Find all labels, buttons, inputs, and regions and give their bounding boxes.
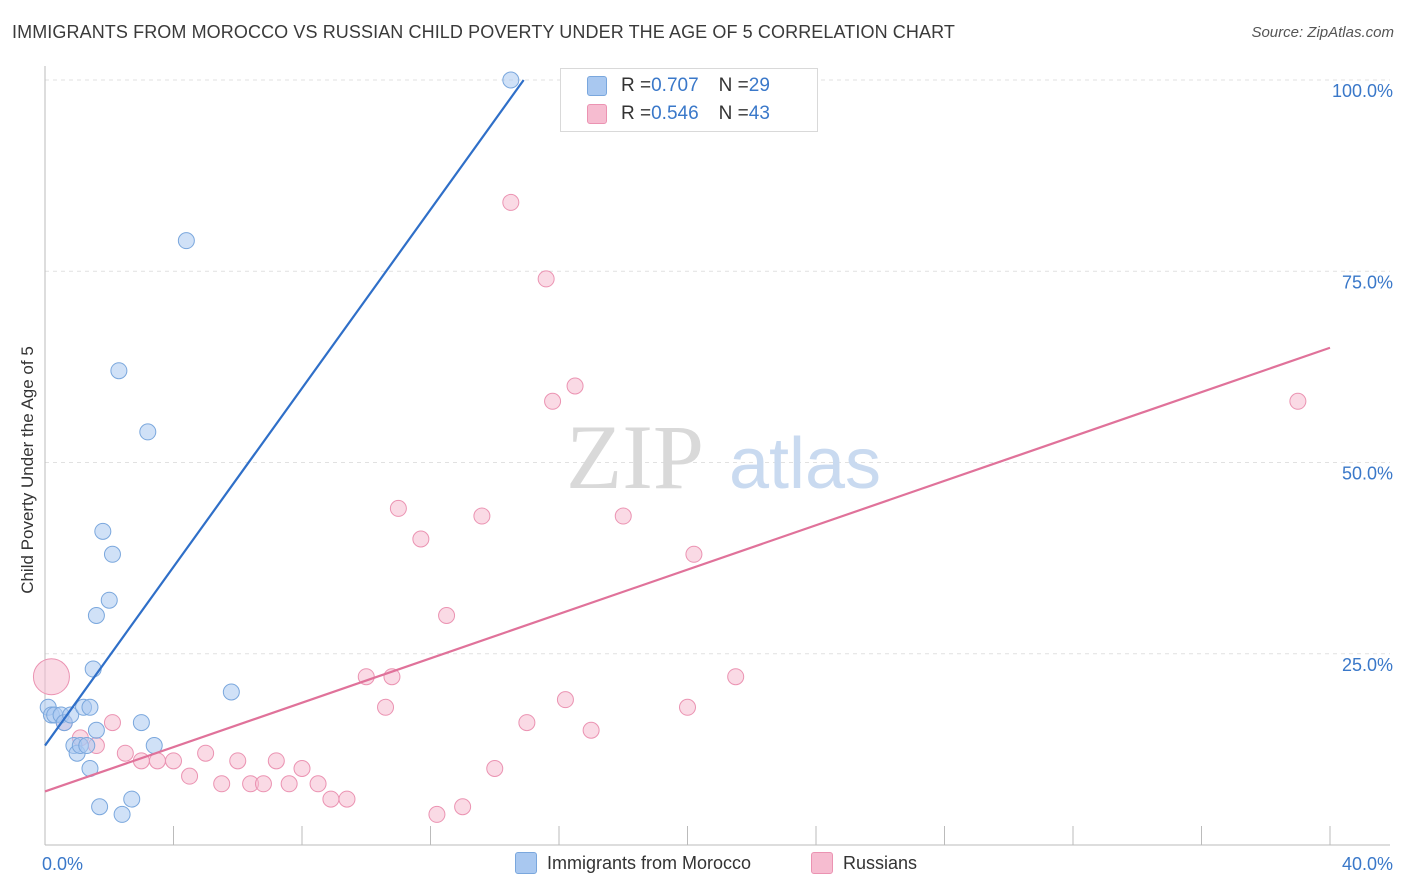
point-russians (614, 507, 632, 525)
watermark: ZIP atlas (566, 406, 881, 508)
legend-n-label: N = (718, 103, 749, 124)
legend-n-label: N = (718, 75, 749, 96)
source-label: Source: ZipAtlas.com (1251, 24, 1394, 41)
legend-row-russians: R = 0.546 N = 43 (587, 101, 770, 127)
point-morocco (123, 790, 141, 808)
point-russians (293, 760, 311, 777)
legend-r-value: 0.707 (651, 75, 699, 96)
watermark-atlas: atlas (729, 424, 881, 504)
x-tick-label: 40.0% (1342, 854, 1393, 874)
point-russians (537, 270, 555, 288)
grid (45, 79, 1390, 655)
legend-r-label: R = (621, 103, 652, 124)
point-morocco (139, 423, 157, 441)
point-morocco (100, 591, 118, 609)
point-russians (544, 392, 562, 410)
point-russians (181, 767, 199, 785)
legend-r-label: R = (621, 75, 652, 96)
point-russians (322, 790, 340, 808)
point-russians (566, 377, 584, 395)
y-axis-label: Child Poverty Under the Age of 5 (18, 346, 37, 594)
point-morocco (177, 232, 195, 250)
point-morocco (87, 721, 105, 739)
bottom-legend-swatch-russians (811, 852, 833, 874)
legend-n-value: 29 (748, 75, 770, 96)
point-russians (428, 805, 446, 823)
point-russians (582, 721, 600, 739)
legend-n-value: 43 (748, 103, 770, 124)
y-tick-label: 100.0% (1332, 81, 1393, 101)
point-morocco (502, 71, 520, 89)
data-points (32, 71, 1307, 823)
point-russians (116, 744, 134, 762)
point-russians (103, 714, 121, 732)
trend-line-morocco (44, 79, 525, 747)
trend-line-russians (44, 346, 1331, 793)
point-russians (412, 530, 430, 548)
bottom-legend-swatch-morocco (515, 852, 537, 874)
point-russians (280, 775, 298, 793)
point-russians (727, 668, 745, 686)
point-russians (1289, 392, 1307, 410)
point-morocco (222, 683, 240, 701)
y-tick-label: 25.0% (1342, 655, 1393, 675)
point-morocco (132, 714, 150, 732)
point-morocco (113, 805, 131, 823)
point-russians (454, 798, 472, 816)
point-russians (486, 760, 504, 777)
point-morocco (91, 798, 109, 816)
point-russians (389, 499, 407, 517)
chart-title: IMMIGRANTS FROM MOROCCO VS RUSSIAN CHILD… (12, 22, 955, 42)
point-russians (267, 752, 285, 770)
bottom-legend-russians: Russians (811, 850, 917, 876)
point-russians (556, 691, 574, 709)
axes (44, 66, 1390, 846)
point-morocco (62, 706, 80, 724)
point-russians (438, 607, 456, 624)
tick-labels: 25.0% 50.0% 75.0% 100.0% 0.0% 40.0% (42, 81, 1393, 874)
point-russians (377, 698, 395, 716)
point-russians (32, 658, 70, 696)
y-tick-label: 50.0% (1342, 464, 1393, 484)
correlation-legend: R = 0.707 N = 29 R = 0.546 N = 43 (560, 68, 818, 132)
point-russians (197, 744, 215, 762)
point-russians (679, 698, 696, 716)
point-russians (309, 775, 327, 793)
point-morocco (103, 545, 121, 563)
point-russians (473, 507, 491, 525)
legend-row-morocco: R = 0.707 N = 29 (587, 73, 770, 99)
point-morocco (78, 737, 96, 755)
point-russians (165, 752, 182, 770)
point-russians (338, 790, 356, 808)
legend-r-value: 0.546 (651, 103, 699, 124)
trend-lines (44, 79, 1331, 793)
point-russians (685, 545, 703, 563)
point-morocco (110, 362, 128, 380)
legend-swatch-russians (587, 104, 607, 124)
legend-swatch-morocco (587, 76, 607, 96)
point-morocco (94, 522, 112, 540)
point-morocco (81, 698, 99, 716)
point-russians (229, 752, 247, 770)
point-russians (254, 775, 272, 793)
y-tick-label: 75.0% (1342, 272, 1393, 292)
point-morocco (87, 607, 105, 624)
bottom-legend-label-russians: Russians (843, 852, 918, 873)
point-russians (502, 193, 520, 211)
point-russians (518, 714, 536, 732)
bottom-legend-label-morocco: Immigrants from Morocco (547, 852, 752, 873)
point-russians (213, 775, 231, 793)
bottom-legend-morocco: Immigrants from Morocco (515, 850, 751, 876)
x-tick-label: 0.0% (42, 854, 83, 874)
watermark-zip: ZIP (566, 406, 704, 508)
